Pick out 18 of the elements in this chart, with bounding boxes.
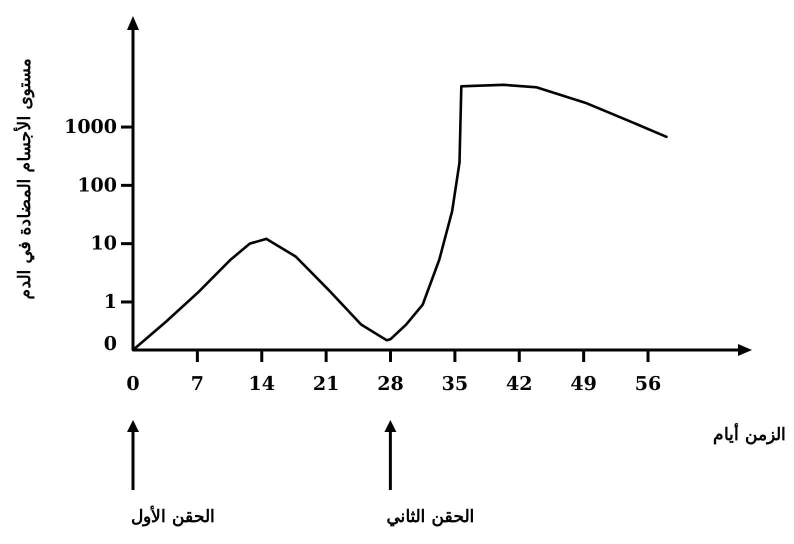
y-tick-label: 1000 [64,116,117,138]
x-tick-label: 42 [506,373,532,395]
x-axis-title: الزمن أيام [713,422,786,445]
x-tick-label: 21 [312,373,340,395]
text: الحقن الثاني [386,507,474,527]
x-tick-label: 49 [570,373,597,395]
x-tick-label: 14 [248,373,275,395]
y-axis-title: مستوى الأجسام المضادة في الدم [13,58,35,300]
y-tick-label: 100 [77,174,117,196]
x-tick-label: 28 [377,373,404,395]
x-tick-label: 35 [442,373,468,395]
y-tick-label: 10 [90,232,117,255]
y-tick-label: 0 [104,333,117,355]
text: الحقن الأول [131,505,215,527]
y-tick-label: 1 [104,290,117,313]
x-tick-label: 7 [190,373,204,395]
x-tick-label: 56 [634,373,662,395]
x-tick-label: 0 [126,373,140,395]
